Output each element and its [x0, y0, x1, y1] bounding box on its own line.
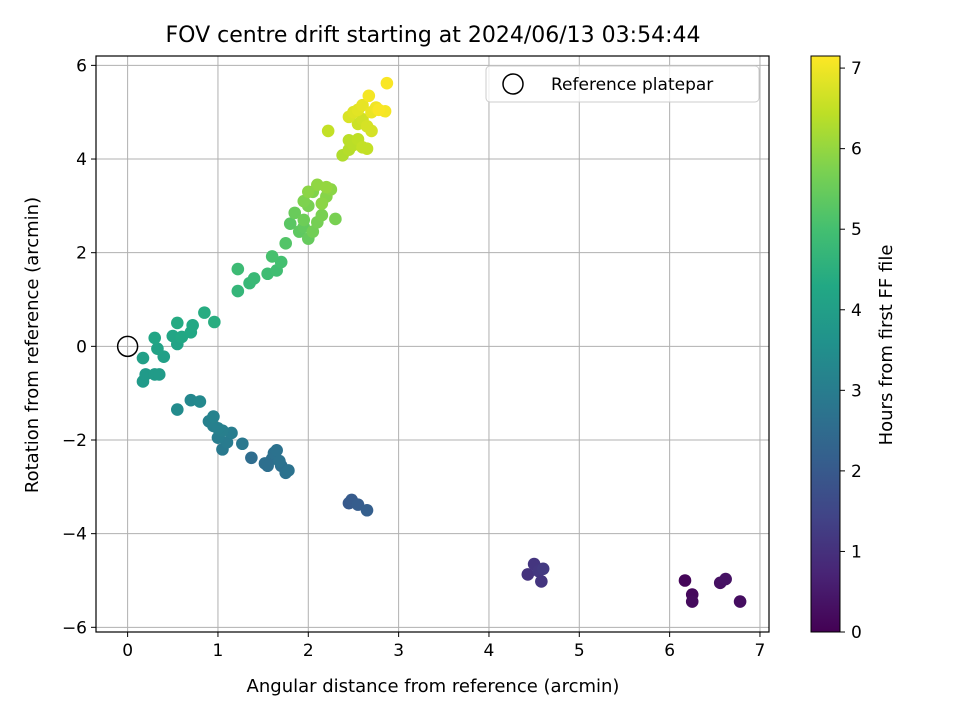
scatter-point — [356, 98, 369, 112]
x-axis: 0 1 2 3 4 5 6 7 — [122, 632, 765, 661]
scatter-point — [315, 197, 329, 210]
y-tick-label: 6 — [76, 56, 87, 76]
colorbar-tick-label: 3 — [851, 381, 862, 401]
colorbar-tick-label: 5 — [851, 220, 862, 240]
scatter-point — [139, 368, 152, 381]
y-tick-label: −4 — [62, 525, 87, 545]
chart-title: FOV centre drift starting at 2024/06/13 … — [166, 23, 701, 48]
x-tick-label: 2 — [303, 641, 314, 661]
x-tick-label: 0 — [122, 641, 133, 661]
scatter-point — [231, 284, 245, 298]
y-tick-label: 2 — [76, 244, 87, 264]
scatter-point — [521, 568, 535, 581]
scatter-point — [719, 572, 732, 586]
colorbar — [810, 55, 841, 633]
scatter-point — [171, 316, 184, 330]
scatter-point — [306, 225, 320, 238]
x-tick-label: 1 — [213, 641, 224, 661]
legend: Reference platepar — [485, 65, 760, 103]
scatter-point — [351, 498, 365, 511]
plot-frame — [95, 55, 770, 633]
scatter-point — [151, 342, 164, 355]
scatter-point — [362, 89, 376, 103]
scatter-point — [279, 237, 293, 250]
scatter-point — [207, 410, 220, 423]
scatter-point — [329, 212, 342, 226]
scatter-point — [321, 124, 335, 138]
legend-box — [485, 65, 760, 103]
scatter-point — [208, 315, 221, 329]
scatter-point — [198, 306, 211, 319]
reference-platepar-marker — [116, 335, 139, 358]
x-axis-label: Angular distance from reference (arcmin) — [247, 676, 620, 697]
y-tick-label: −2 — [62, 431, 87, 451]
colorbar-tick-label: 7 — [851, 59, 862, 79]
scatter-point — [297, 213, 311, 227]
scatter-point — [733, 595, 747, 608]
scatter-point — [273, 454, 286, 468]
scatter-point — [283, 217, 297, 230]
x-tick-label: 5 — [574, 641, 585, 661]
reference-marker-group — [116, 335, 139, 358]
x-tick-label: 6 — [664, 641, 675, 661]
y-tick-label: 4 — [76, 150, 87, 170]
scatter-point — [535, 575, 548, 588]
scatter-point — [148, 331, 162, 345]
scatter-point — [360, 142, 374, 156]
legend-reference-icon — [502, 73, 524, 95]
scatter-point — [171, 403, 184, 416]
data-points — [136, 76, 747, 608]
colorbar-tick-label: 4 — [851, 301, 862, 321]
scatter-point — [380, 76, 394, 90]
scatter-point — [231, 262, 245, 276]
scatter-point — [678, 574, 692, 587]
scatter-point — [236, 437, 249, 451]
y-axis: −6 −4 −2 0 2 4 6 — [62, 56, 96, 638]
colorbar-label: Hours from first FF file — [876, 245, 897, 446]
scatter-point — [152, 368, 166, 381]
scatter-point — [372, 103, 386, 117]
x-tick-label: 4 — [484, 641, 495, 661]
scatter-point — [360, 503, 374, 517]
colorbar-tick-label: 2 — [851, 462, 862, 482]
y-tick-label: −6 — [62, 618, 87, 638]
scatter-point — [315, 208, 329, 222]
grid-lines — [96, 56, 769, 632]
colorbar-tick-label: 0 — [851, 623, 862, 643]
colorbar-tick-label: 1 — [851, 542, 862, 562]
scatter-point — [282, 464, 295, 477]
scatter-point — [265, 250, 279, 263]
colorbar-ticks: 0 1 2 3 4 5 6 7 — [840, 59, 862, 643]
scatter-point — [320, 180, 333, 194]
scatter-point — [193, 395, 207, 408]
y-axis-label: Rotation from reference (arcmin) — [22, 197, 43, 493]
scatter-point — [301, 185, 315, 199]
x-tick-label: 3 — [393, 641, 404, 661]
scatter-point — [365, 124, 378, 138]
colorbar-tick-label: 6 — [851, 140, 862, 160]
y-tick-label: 0 — [76, 337, 87, 357]
scatter-point — [245, 451, 258, 465]
scatter-point — [536, 562, 550, 576]
scatter-point — [261, 459, 274, 473]
scatter-point — [247, 272, 261, 285]
legend-entry-reference: Reference platepar — [551, 75, 713, 95]
scatter-point — [288, 206, 302, 220]
scatter-point — [685, 595, 699, 608]
scatter-point — [297, 194, 311, 208]
scatter-point — [211, 421, 225, 435]
scatter-point — [186, 318, 199, 332]
scatter-point — [136, 351, 150, 365]
x-tick-label: 7 — [755, 641, 766, 661]
scatter-point — [270, 444, 283, 457]
scatter-point — [274, 255, 288, 269]
